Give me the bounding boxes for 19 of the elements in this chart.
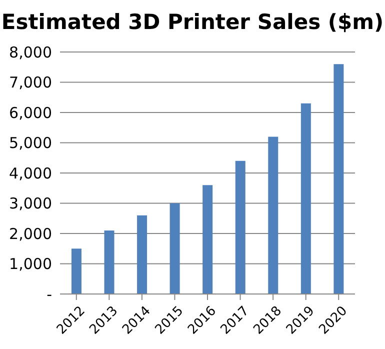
y-tick-label: 6,000 bbox=[9, 104, 52, 122]
bar bbox=[137, 215, 148, 294]
y-tick-label: 5,000 bbox=[9, 134, 52, 152]
y-tick-label: 4,000 bbox=[9, 164, 52, 182]
y-tick-label: 7,000 bbox=[9, 74, 52, 92]
bar bbox=[170, 203, 180, 294]
y-tick-label: 1,000 bbox=[9, 255, 52, 274]
chart-title: Estimated 3D Printer Sales ($m) bbox=[0, 9, 385, 36]
y-tick-label: 3,000 bbox=[9, 194, 52, 213]
bar bbox=[268, 136, 278, 294]
y-tick-label: 2,000 bbox=[9, 224, 52, 243]
bar bbox=[71, 248, 82, 294]
bar bbox=[300, 103, 311, 294]
bar bbox=[104, 230, 114, 294]
bar bbox=[202, 185, 213, 294]
y-tick-label: 8,000 bbox=[9, 43, 52, 62]
bar bbox=[235, 160, 246, 294]
bar bbox=[334, 64, 344, 294]
y-tick-label: - bbox=[46, 285, 52, 304]
